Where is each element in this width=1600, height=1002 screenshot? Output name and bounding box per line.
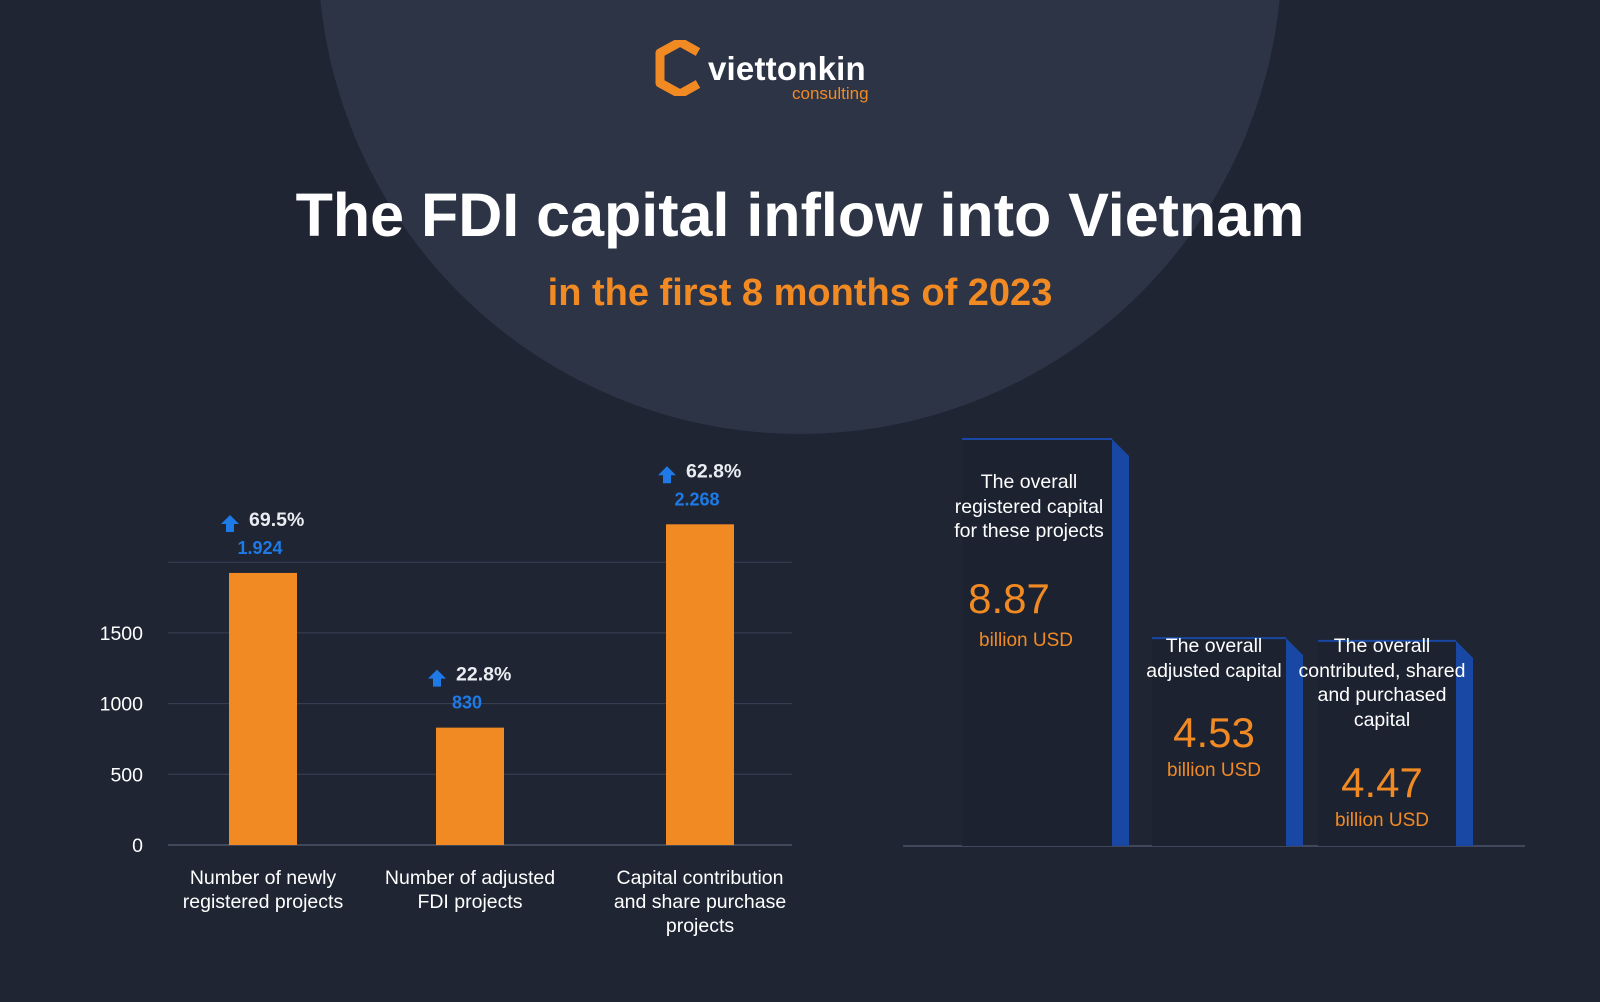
capital-panel-1	[1152, 638, 1286, 846]
growth-up-arrow-icon	[428, 669, 446, 687]
bar-2	[666, 524, 734, 845]
page-subtitle: in the first 8 months of 2023	[547, 272, 1053, 314]
growth-up-arrow-icon	[221, 514, 239, 532]
capital-panel-side	[1286, 638, 1303, 846]
capital-label-contributed: The overall contributed, shared and purc…	[1298, 635, 1466, 731]
capital-label-adjusted: The overall adjusted capital	[1146, 635, 1282, 682]
growth-label: 69.5%	[249, 509, 304, 531]
capital-panel-side	[1456, 640, 1473, 846]
brand-logo: viettonkin consulting	[654, 40, 894, 112]
bar-0	[229, 572, 297, 845]
bar-value-label: 830	[452, 693, 482, 713]
category-label-adjusted-projects: Number of adjusted FDI projects	[384, 867, 556, 913]
growth-label: 62.8%	[686, 460, 741, 482]
page-title: The FDI capital inflow into Vietnam	[295, 181, 1305, 249]
capital-panel-0	[962, 439, 1112, 846]
bar-value-label: 1.924	[237, 538, 282, 558]
brand-tagline: consulting	[792, 84, 869, 103]
capital-value-registered: 8.87	[968, 575, 1050, 622]
growth-up-arrow-icon	[658, 466, 676, 484]
category-label-new-projects: Number of newly registered projects	[182, 867, 344, 913]
capital-value-adjusted: 4.53	[1173, 709, 1255, 756]
capital-unit-registered: billion USD	[979, 630, 1073, 651]
brand-name: viettonkin	[708, 50, 866, 87]
capital-panel-side	[1112, 439, 1129, 846]
logo-mark-icon	[655, 40, 701, 96]
category-label-capital-contribution: Capital contribution and share purchase …	[613, 867, 787, 937]
capital-unit-contributed: billion USD	[1335, 810, 1429, 831]
capital-unit-adjusted: billion USD	[1167, 760, 1261, 781]
capital-panel-2	[1318, 640, 1456, 846]
y-tick-label: 1000	[100, 694, 144, 716]
y-tick-label: 0	[132, 835, 143, 857]
y-tick-label: 500	[110, 764, 143, 786]
growth-label: 22.8%	[456, 664, 511, 686]
y-tick-label: 1500	[100, 623, 144, 645]
bar-1	[436, 727, 504, 845]
capital-label-registered: The overall registered capital for these…	[954, 471, 1104, 542]
bar-value-label: 2.268	[674, 489, 719, 509]
capital-value-contributed: 4.47	[1341, 759, 1423, 806]
